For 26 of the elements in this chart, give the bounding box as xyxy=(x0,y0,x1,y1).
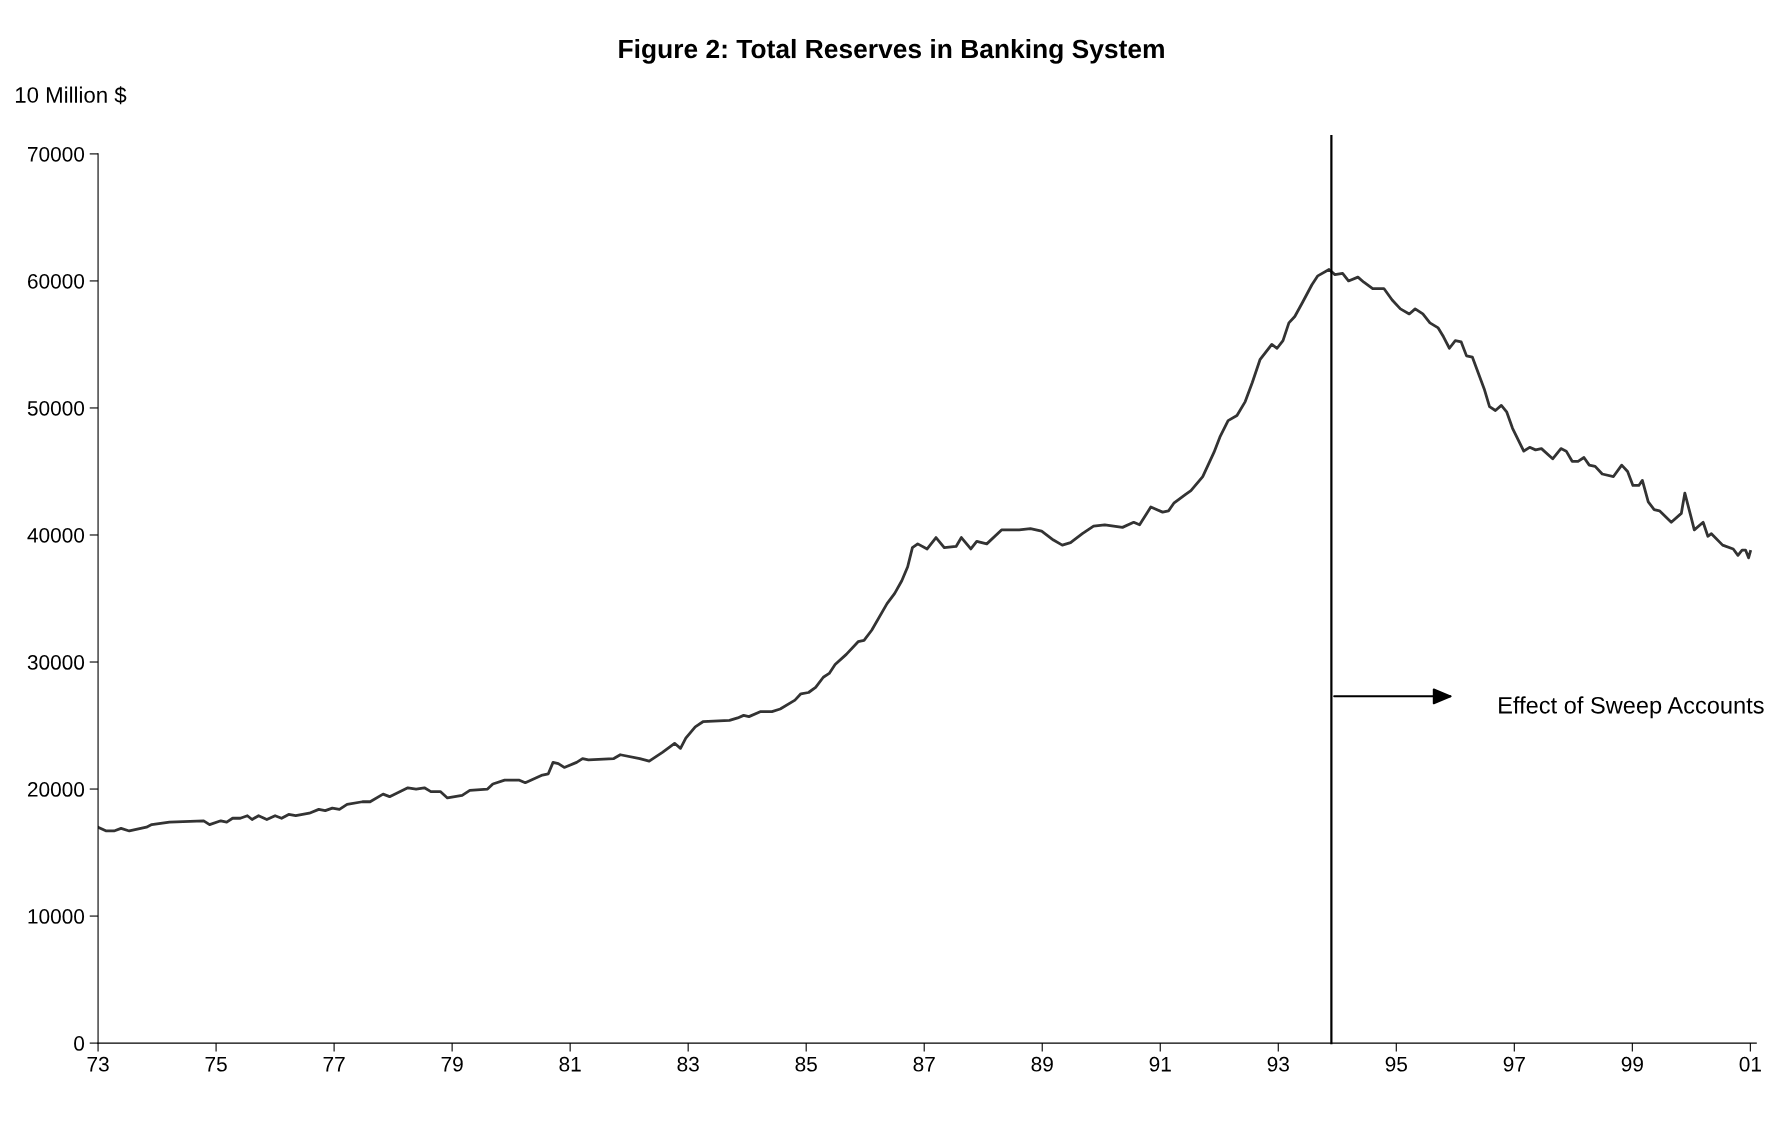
x-tick-label: 77 xyxy=(323,1057,345,1072)
y-tick-label: 10000 xyxy=(28,909,85,924)
x-tick-label: 85 xyxy=(795,1056,817,1072)
x-tick-label: 81 xyxy=(559,1056,581,1072)
y-tick-label: 30000 xyxy=(27,655,85,670)
x-tick-label: 89 xyxy=(1031,1056,1053,1072)
x-tick-label: 87 xyxy=(913,1056,935,1072)
x-tick-label: 79 xyxy=(441,1056,463,1072)
y-axis-title: 10 Million $ xyxy=(15,86,127,105)
x-tick-label: 01 xyxy=(1739,1056,1761,1072)
annotation: Effect of Sweep Accounts xyxy=(1499,696,1764,719)
y-tick-label: 40000 xyxy=(27,527,85,543)
x-tick-label: 91 xyxy=(1149,1056,1171,1072)
x-tick-label: 95 xyxy=(1385,1056,1408,1072)
x-tick-label: 73 xyxy=(87,1056,109,1072)
y-tick-label: 20000 xyxy=(27,782,85,797)
y-tick-label: 50000 xyxy=(27,400,85,416)
x-tick-label: 75 xyxy=(205,1057,227,1072)
x-tick-label: 99 xyxy=(1621,1056,1643,1072)
chart-title: Figure 2: Total Reserves in Banking System xyxy=(619,38,1164,64)
y-tick-label: 0 xyxy=(74,1036,85,1051)
x-tick-label: 97 xyxy=(1503,1056,1525,1072)
x-tick-label: 83 xyxy=(677,1056,699,1072)
y-tick-label: 70000 xyxy=(28,146,85,162)
x-tick-label: 93 xyxy=(1267,1056,1289,1072)
y-tick-label: 60000 xyxy=(28,273,85,289)
